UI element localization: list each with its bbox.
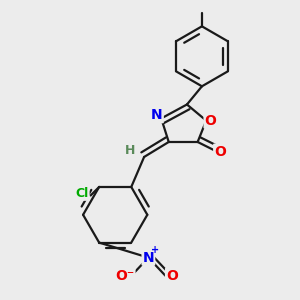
Text: N: N xyxy=(151,108,163,122)
Text: O: O xyxy=(205,114,216,128)
Text: O⁻: O⁻ xyxy=(115,269,134,283)
Text: O: O xyxy=(166,269,178,283)
Text: Cl: Cl xyxy=(75,187,88,200)
Text: H: H xyxy=(125,144,135,157)
Text: +: + xyxy=(151,245,159,255)
Text: N: N xyxy=(142,250,154,265)
Text: O: O xyxy=(214,145,226,159)
